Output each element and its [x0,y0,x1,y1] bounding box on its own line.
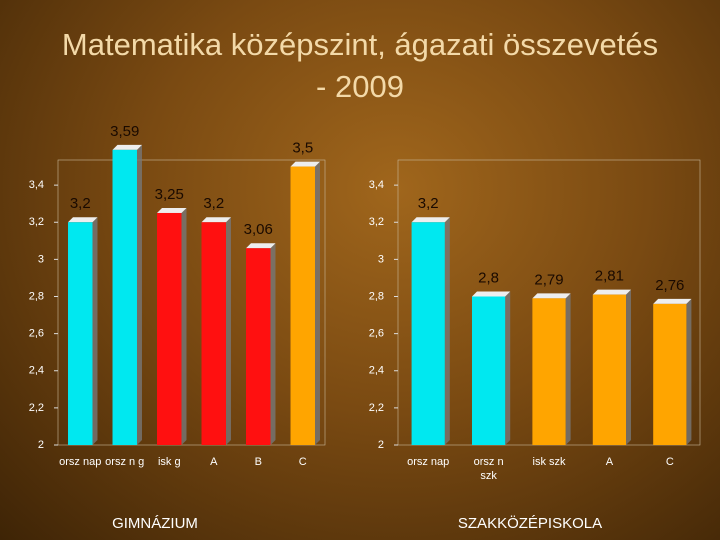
x-tick-label: orsz nap [407,456,450,468]
value-label: 2,76 [655,277,684,294]
plot-area [57,159,326,446]
x-tick-label: orsz nap [59,456,102,468]
bar-top [157,207,187,213]
value-label: 3,06 [244,221,273,238]
bar-top [653,298,692,304]
y-tick-label: 3 [378,253,384,265]
bar-top [201,217,231,223]
value-label: 3,59 [110,123,139,140]
x-tick-label: A [210,456,218,468]
x-tick-label: isk szk [532,456,566,468]
value-label: 2,81 [595,268,624,285]
bar [157,212,182,445]
bar-top [246,243,276,249]
value-label: 3,2 [418,195,439,212]
bar [201,222,226,445]
x-axis-label: SZAKKÖZÉPISKOLA [457,515,603,532]
value-label: 2,79 [534,271,563,288]
bar [532,298,566,445]
bar [68,222,93,445]
value-label: 3,2 [203,195,224,212]
bar-top [592,289,632,295]
bar-top [411,217,450,223]
bar-side [314,161,320,445]
bar [471,296,506,445]
y-tick-label: 2,6 [369,328,384,340]
value-label: 3,2 [70,195,91,212]
y-tick-label: 3,4 [369,179,384,191]
bar-side [181,207,187,445]
x-tick-label: A [605,456,614,468]
bar-side [92,217,98,445]
bar-side [565,293,571,445]
y-tick-label: 2 [38,439,44,451]
bar-side [225,217,231,445]
value-label: 3,5 [292,140,313,157]
bar-side [444,217,450,445]
x-tick-label: C [665,456,674,468]
slide-title: Matematika középszint, ágazati összeveté… [61,27,659,104]
bar [246,248,271,445]
x-tick-label: B [254,456,262,468]
y-tick-label: 2,4 [369,365,384,377]
y-tick-label: 2,2 [369,402,384,414]
bar [411,222,445,445]
bar [112,149,137,445]
y-tick-label: 3,2 [369,216,384,228]
y-tick-label: 3 [38,253,44,265]
bar-side [686,298,692,445]
x-tick-label: orsz n szk [473,456,504,482]
x-tick-label: C [298,456,307,468]
y-tick-label: 2,8 [369,290,384,302]
bar-side [270,243,276,445]
bar-side [136,144,142,445]
x-tick-label: isk g [157,456,181,468]
y-tick-label: 2,8 [29,290,44,302]
bar [290,166,315,445]
x-tick-label: orsz n g [105,456,145,468]
bar [592,294,627,445]
bar-side [626,289,632,445]
bar [653,303,687,445]
bar-top [112,144,142,150]
bar-top [68,217,98,223]
bar-side [505,291,511,445]
y-tick-label: 2 [378,439,384,451]
y-tick-label: 2,2 [29,402,44,414]
y-tick-label: 2,6 [29,328,44,340]
x-axis-label: GIMNÁZIUM [112,515,198,532]
value-label: 3,25 [155,186,184,203]
bar-top [290,161,320,167]
y-tick-label: 3,2 [29,216,44,228]
y-tick-label: 3,4 [29,179,44,191]
bar-top [532,293,571,299]
y-tick-label: 2,4 [29,365,44,377]
value-label: 2,8 [478,269,499,286]
bar-top [471,291,511,297]
